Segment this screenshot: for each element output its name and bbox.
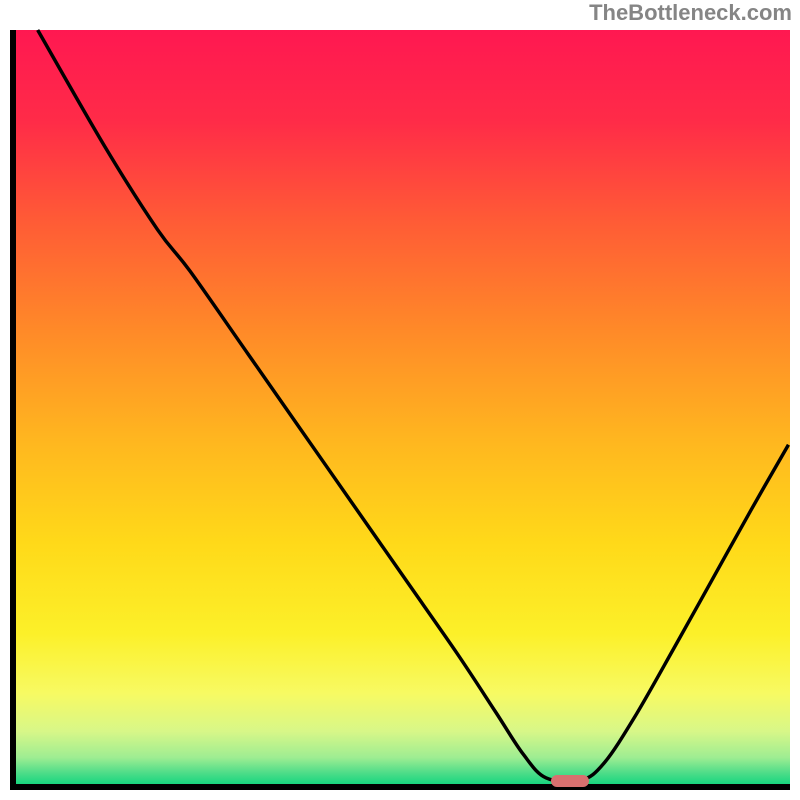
- watermark-text: TheBottleneck.com: [589, 0, 792, 26]
- optimal-marker: [551, 775, 588, 787]
- curve-line: [16, 30, 790, 784]
- chart-area: [10, 30, 790, 790]
